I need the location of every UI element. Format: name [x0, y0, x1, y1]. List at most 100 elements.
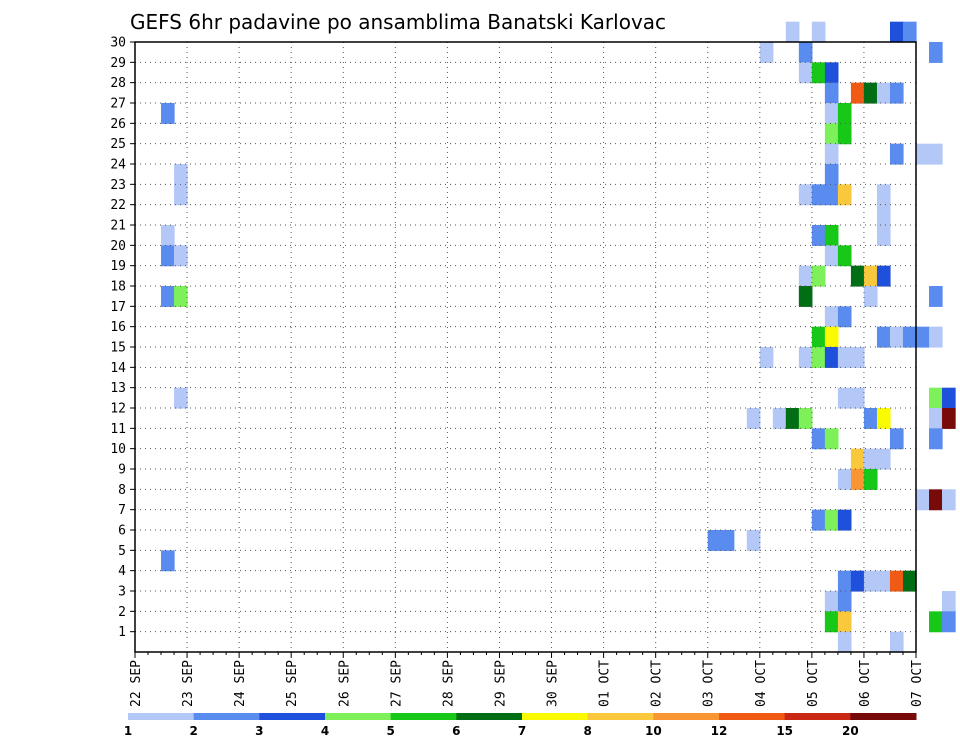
heat-cell — [824, 184, 839, 206]
x-tick-label: 02 OCT — [650, 660, 665, 707]
heat-cell — [929, 326, 943, 348]
y-tick-label: 10 — [110, 442, 126, 457]
heat-cell — [811, 428, 826, 450]
heat-cell — [863, 448, 878, 470]
legend-label: 3 — [255, 724, 263, 738]
heat-cell — [824, 347, 839, 368]
legend-label: 2 — [189, 724, 197, 738]
heat-cell — [942, 408, 956, 429]
heat-cell — [837, 570, 852, 592]
heat-cell — [174, 245, 188, 267]
heat-cell — [876, 408, 891, 429]
heat-cell — [876, 82, 891, 104]
heat-cell — [837, 611, 852, 633]
heat-cell — [811, 62, 826, 84]
heat-cell — [798, 347, 813, 368]
heat-cell — [759, 347, 774, 368]
x-tick-label: 26 SEP — [337, 660, 352, 707]
legend-swatch — [456, 713, 523, 720]
heat-cell — [161, 103, 175, 124]
heat-cell — [876, 225, 891, 246]
legend-swatch — [325, 713, 392, 720]
heat-cell — [916, 326, 930, 348]
x-axis: 22 SEP 23 SEP 24 SEP 25 SEP 26 SEP 27 SEP 28 S… — [129, 652, 925, 707]
heat-cell — [902, 21, 917, 43]
y-tick-label: 27 — [110, 97, 126, 112]
heat-cell — [929, 387, 943, 409]
heat-cell — [876, 204, 891, 226]
x-tick-label: 07 OCT — [910, 660, 925, 707]
heat-cell — [811, 347, 826, 368]
heat-cell — [798, 408, 813, 429]
x-tick-label: 24 SEP — [233, 660, 248, 707]
legend-label: 6 — [452, 724, 460, 738]
heat-cell — [850, 347, 865, 368]
y-tick-label: 20 — [110, 239, 126, 254]
y-tick-label: 13 — [110, 381, 126, 396]
heat-cell — [850, 469, 865, 490]
y-tick-label: 12 — [110, 402, 126, 417]
heat-cell — [798, 42, 813, 63]
heat-cell — [824, 82, 839, 104]
heat-cell — [824, 611, 839, 633]
heat-cell — [720, 530, 735, 551]
legend-swatch — [719, 713, 786, 720]
y-tick-label: 16 — [110, 320, 126, 335]
y-tick-label: 1 — [118, 625, 126, 640]
heat-cell — [824, 225, 839, 246]
x-tick-label: 03 OCT — [702, 660, 717, 707]
legend-label: 12 — [711, 724, 728, 738]
heat-cell — [916, 143, 930, 165]
heat-cell — [942, 591, 956, 612]
x-tick-label: 06 OCT — [858, 660, 873, 707]
y-tick-label: 25 — [110, 137, 126, 152]
heat-cell — [174, 164, 188, 185]
heat-cell — [824, 123, 839, 145]
heat-cell — [863, 265, 878, 287]
x-tick-label: 30 SEP — [546, 660, 561, 707]
heat-cell — [837, 509, 852, 531]
heat-cell — [837, 245, 852, 267]
legend-swatch — [193, 713, 260, 720]
y-tick-label: 19 — [110, 259, 126, 274]
heat-cell — [929, 408, 943, 429]
y-tick-label: 24 — [110, 158, 126, 173]
legend-label: 8 — [583, 724, 591, 738]
legend-swatch — [390, 713, 457, 720]
y-tick-label: 11 — [110, 422, 126, 437]
heat-cell — [798, 184, 813, 206]
heat-cell — [837, 631, 852, 653]
y-axis: 1234567891011121314151617181920212223242… — [110, 36, 135, 640]
heat-cell — [889, 143, 904, 165]
y-tick-label: 2 — [118, 605, 126, 620]
heat-cell — [824, 306, 839, 328]
heat-cell — [811, 184, 826, 206]
y-tick-label: 5 — [118, 544, 126, 559]
heat-cell — [929, 611, 943, 633]
y-tick-label: 8 — [118, 483, 126, 498]
legend-label: 7 — [518, 724, 526, 738]
heat-cell — [837, 347, 852, 368]
x-tick-label: 22 SEP — [129, 660, 144, 707]
y-tick-label: 23 — [110, 178, 126, 193]
heat-cell — [174, 387, 188, 409]
heat-cell — [161, 225, 175, 246]
heat-cell — [876, 326, 891, 348]
grid — [135, 42, 916, 652]
legend-swatch — [653, 713, 720, 720]
y-tick-label: 15 — [110, 341, 126, 356]
heat-cell — [759, 42, 774, 63]
y-tick-label: 9 — [118, 463, 126, 478]
heat-cell — [837, 103, 852, 124]
legend-swatch — [259, 713, 326, 720]
heat-cell — [902, 326, 917, 348]
heat-cell — [889, 428, 904, 450]
heat-cell — [863, 82, 878, 104]
y-tick-label: 6 — [118, 524, 126, 539]
heat-cell — [824, 62, 839, 84]
heat-cell — [837, 591, 852, 612]
cell-layer — [161, 21, 956, 653]
legend-swatch — [587, 713, 654, 720]
heat-cell — [889, 82, 904, 104]
